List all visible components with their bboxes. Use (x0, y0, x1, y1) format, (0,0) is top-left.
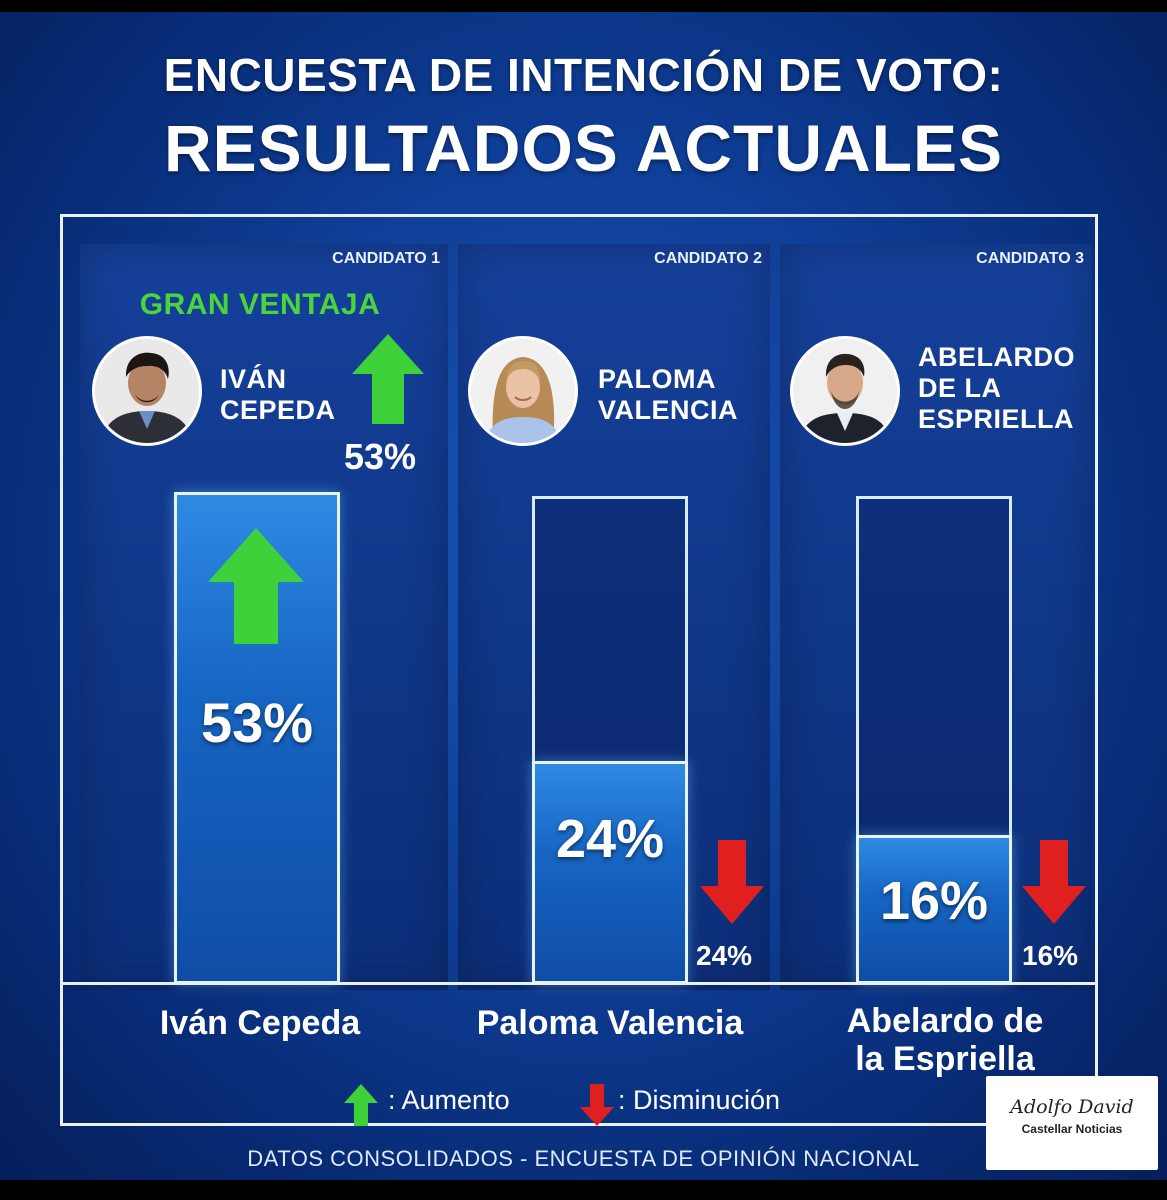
title-line-1: ENCUESTA DE INTENCIÓN DE VOTO: (163, 49, 1004, 101)
side-percent-2: 24% (696, 940, 753, 971)
bar-paloma-valencia (532, 761, 688, 984)
candidate-tag-3: CANDIDATO 3 (976, 250, 1084, 267)
side-percent-3: 16% (1022, 940, 1079, 971)
up-arrow-icon (208, 528, 304, 644)
x-label-1: Iván Cepeda (159, 1004, 361, 1042)
avatar-candidate-1 (92, 336, 202, 446)
watermark-signature: Adolfo David (1010, 1096, 1134, 1118)
name-line: ABELARDO (918, 342, 1075, 372)
watermark-logo: Adolfo David Castellar Noticias (986, 1076, 1158, 1170)
avatar-candidate-2 (468, 336, 578, 446)
name-line: CEPEDA (220, 395, 336, 425)
watermark-brand: Castellar Noticias (1021, 1122, 1123, 1136)
candidate-name-3: ABELARDO DE LA ESPRIELLA (918, 342, 1075, 435)
legend-increase: : Aumento (388, 1085, 510, 1115)
candidate-name-2: PALOMA VALENCIA (598, 364, 738, 426)
down-arrow-icon (580, 1084, 614, 1126)
bottom-black-strip (0, 1180, 1167, 1200)
top-black-strip (0, 0, 1167, 12)
name-line: PALOMA (598, 364, 716, 394)
x-label-3: Abelardo de la Espriella (790, 1002, 1100, 1078)
bar-value-label-2: 24% (555, 809, 665, 869)
footer-source: DATOS CONSOLIDADOS - ENCUESTA DE OPINIÓN… (247, 1146, 920, 1171)
name-line: ESPRIELLA (918, 404, 1075, 434)
legend-decrease: : Disminución (618, 1085, 781, 1115)
chart-baseline (63, 982, 1095, 985)
x-label-2: Paloma Valencia (476, 1004, 744, 1042)
person-icon (471, 339, 575, 443)
highlight-label: GRAN VENTAJA (139, 288, 381, 321)
x-label-line: la Espriella (855, 1040, 1035, 1078)
person-icon (95, 339, 199, 443)
down-arrow-icon (1022, 840, 1086, 924)
name-line: IVÁN (220, 364, 287, 394)
up-arrow-icon (352, 334, 424, 424)
title-line-2: RESULTADOS ACTUALES (163, 111, 1004, 185)
avatar-candidate-3 (790, 336, 900, 446)
candidate-tag-2: CANDIDATO 2 (654, 250, 762, 267)
x-label-line: Abelardo de (846, 1002, 1044, 1040)
chart-frame (60, 214, 1098, 1126)
name-line: DE LA (918, 373, 1002, 403)
candidate-name-1: IVÁN CEPEDA (220, 364, 336, 426)
candidate-tag-1: CANDIDATO 1 (332, 250, 440, 267)
up-arrow-icon (344, 1084, 378, 1126)
name-line: VALENCIA (598, 395, 739, 425)
down-arrow-icon (700, 840, 764, 924)
bar-abelardo-de-la-espriella (856, 835, 1012, 984)
bar-value-label-1: 53% (200, 691, 314, 754)
side-percent-1: 53% (344, 436, 417, 477)
person-icon (793, 339, 897, 443)
bar-value-label-3: 16% (879, 871, 989, 931)
